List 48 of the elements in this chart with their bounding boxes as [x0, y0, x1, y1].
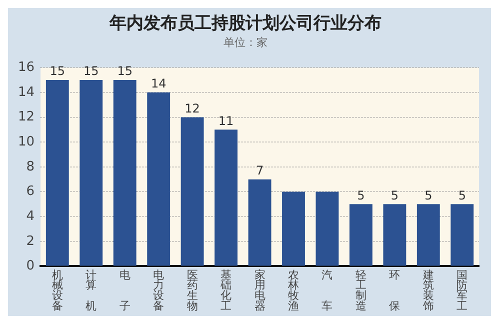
- data-label: 15: [83, 64, 99, 78]
- y-tick-label: 16: [18, 60, 35, 75]
- data-label: 15: [50, 64, 66, 78]
- data-label: 5: [390, 188, 398, 202]
- bar: [80, 80, 103, 266]
- y-tick-label: 0: [26, 258, 35, 274]
- y-tick-label: 8: [26, 159, 35, 174]
- x-tick-label: 建筑装饰: [422, 268, 434, 313]
- data-label: 14: [150, 76, 166, 91]
- bar: [316, 192, 339, 266]
- bar: [248, 179, 272, 266]
- chart-title: 年内发布员工持股计划公司行业分布: [108, 14, 382, 34]
- category-label: 环保: [389, 268, 400, 313]
- data-label: 5: [458, 188, 466, 202]
- bar: [282, 192, 305, 266]
- bar: [147, 92, 170, 266]
- x-tick-label: 机械设备: [52, 268, 63, 313]
- category-label: 汽车: [322, 268, 333, 313]
- data-label: 7: [256, 163, 264, 178]
- bar: [383, 204, 406, 266]
- y-tick-label: 4: [26, 208, 35, 224]
- bar: [450, 204, 474, 266]
- x-tick-label: 农林牧渔: [287, 268, 299, 313]
- x-tick-label: 轻工制造: [355, 268, 366, 313]
- data-label: 11: [218, 114, 234, 128]
- bar: [214, 130, 238, 266]
- data-label: 15: [117, 64, 132, 78]
- chart-subtitle: 单位：家: [224, 36, 268, 49]
- bar: [416, 204, 440, 266]
- x-tick-label: 电力设备: [153, 268, 164, 313]
- y-tick-label: 2: [26, 234, 35, 249]
- bar: [349, 204, 372, 266]
- bar: [113, 80, 136, 266]
- x-tick-label: 家用电器: [254, 268, 266, 313]
- y-tick-label: 10: [18, 134, 35, 150]
- data-label: 12: [184, 101, 200, 116]
- data-label: 5: [424, 188, 432, 202]
- bar: [180, 117, 204, 266]
- y-tick-label: 6: [26, 184, 35, 200]
- x-tick-label: 国防军工: [456, 268, 468, 313]
- category-label: 电子: [119, 268, 130, 313]
- x-tick-label: 基础化工: [220, 268, 232, 313]
- x-tick-label: 医药生物: [186, 268, 198, 313]
- y-tick-label: 14: [18, 84, 35, 100]
- y-tick-label: 12: [18, 110, 35, 125]
- x-tick-label: 计算机: [86, 268, 97, 313]
- data-label: 5: [357, 188, 365, 202]
- bar: [46, 80, 69, 266]
